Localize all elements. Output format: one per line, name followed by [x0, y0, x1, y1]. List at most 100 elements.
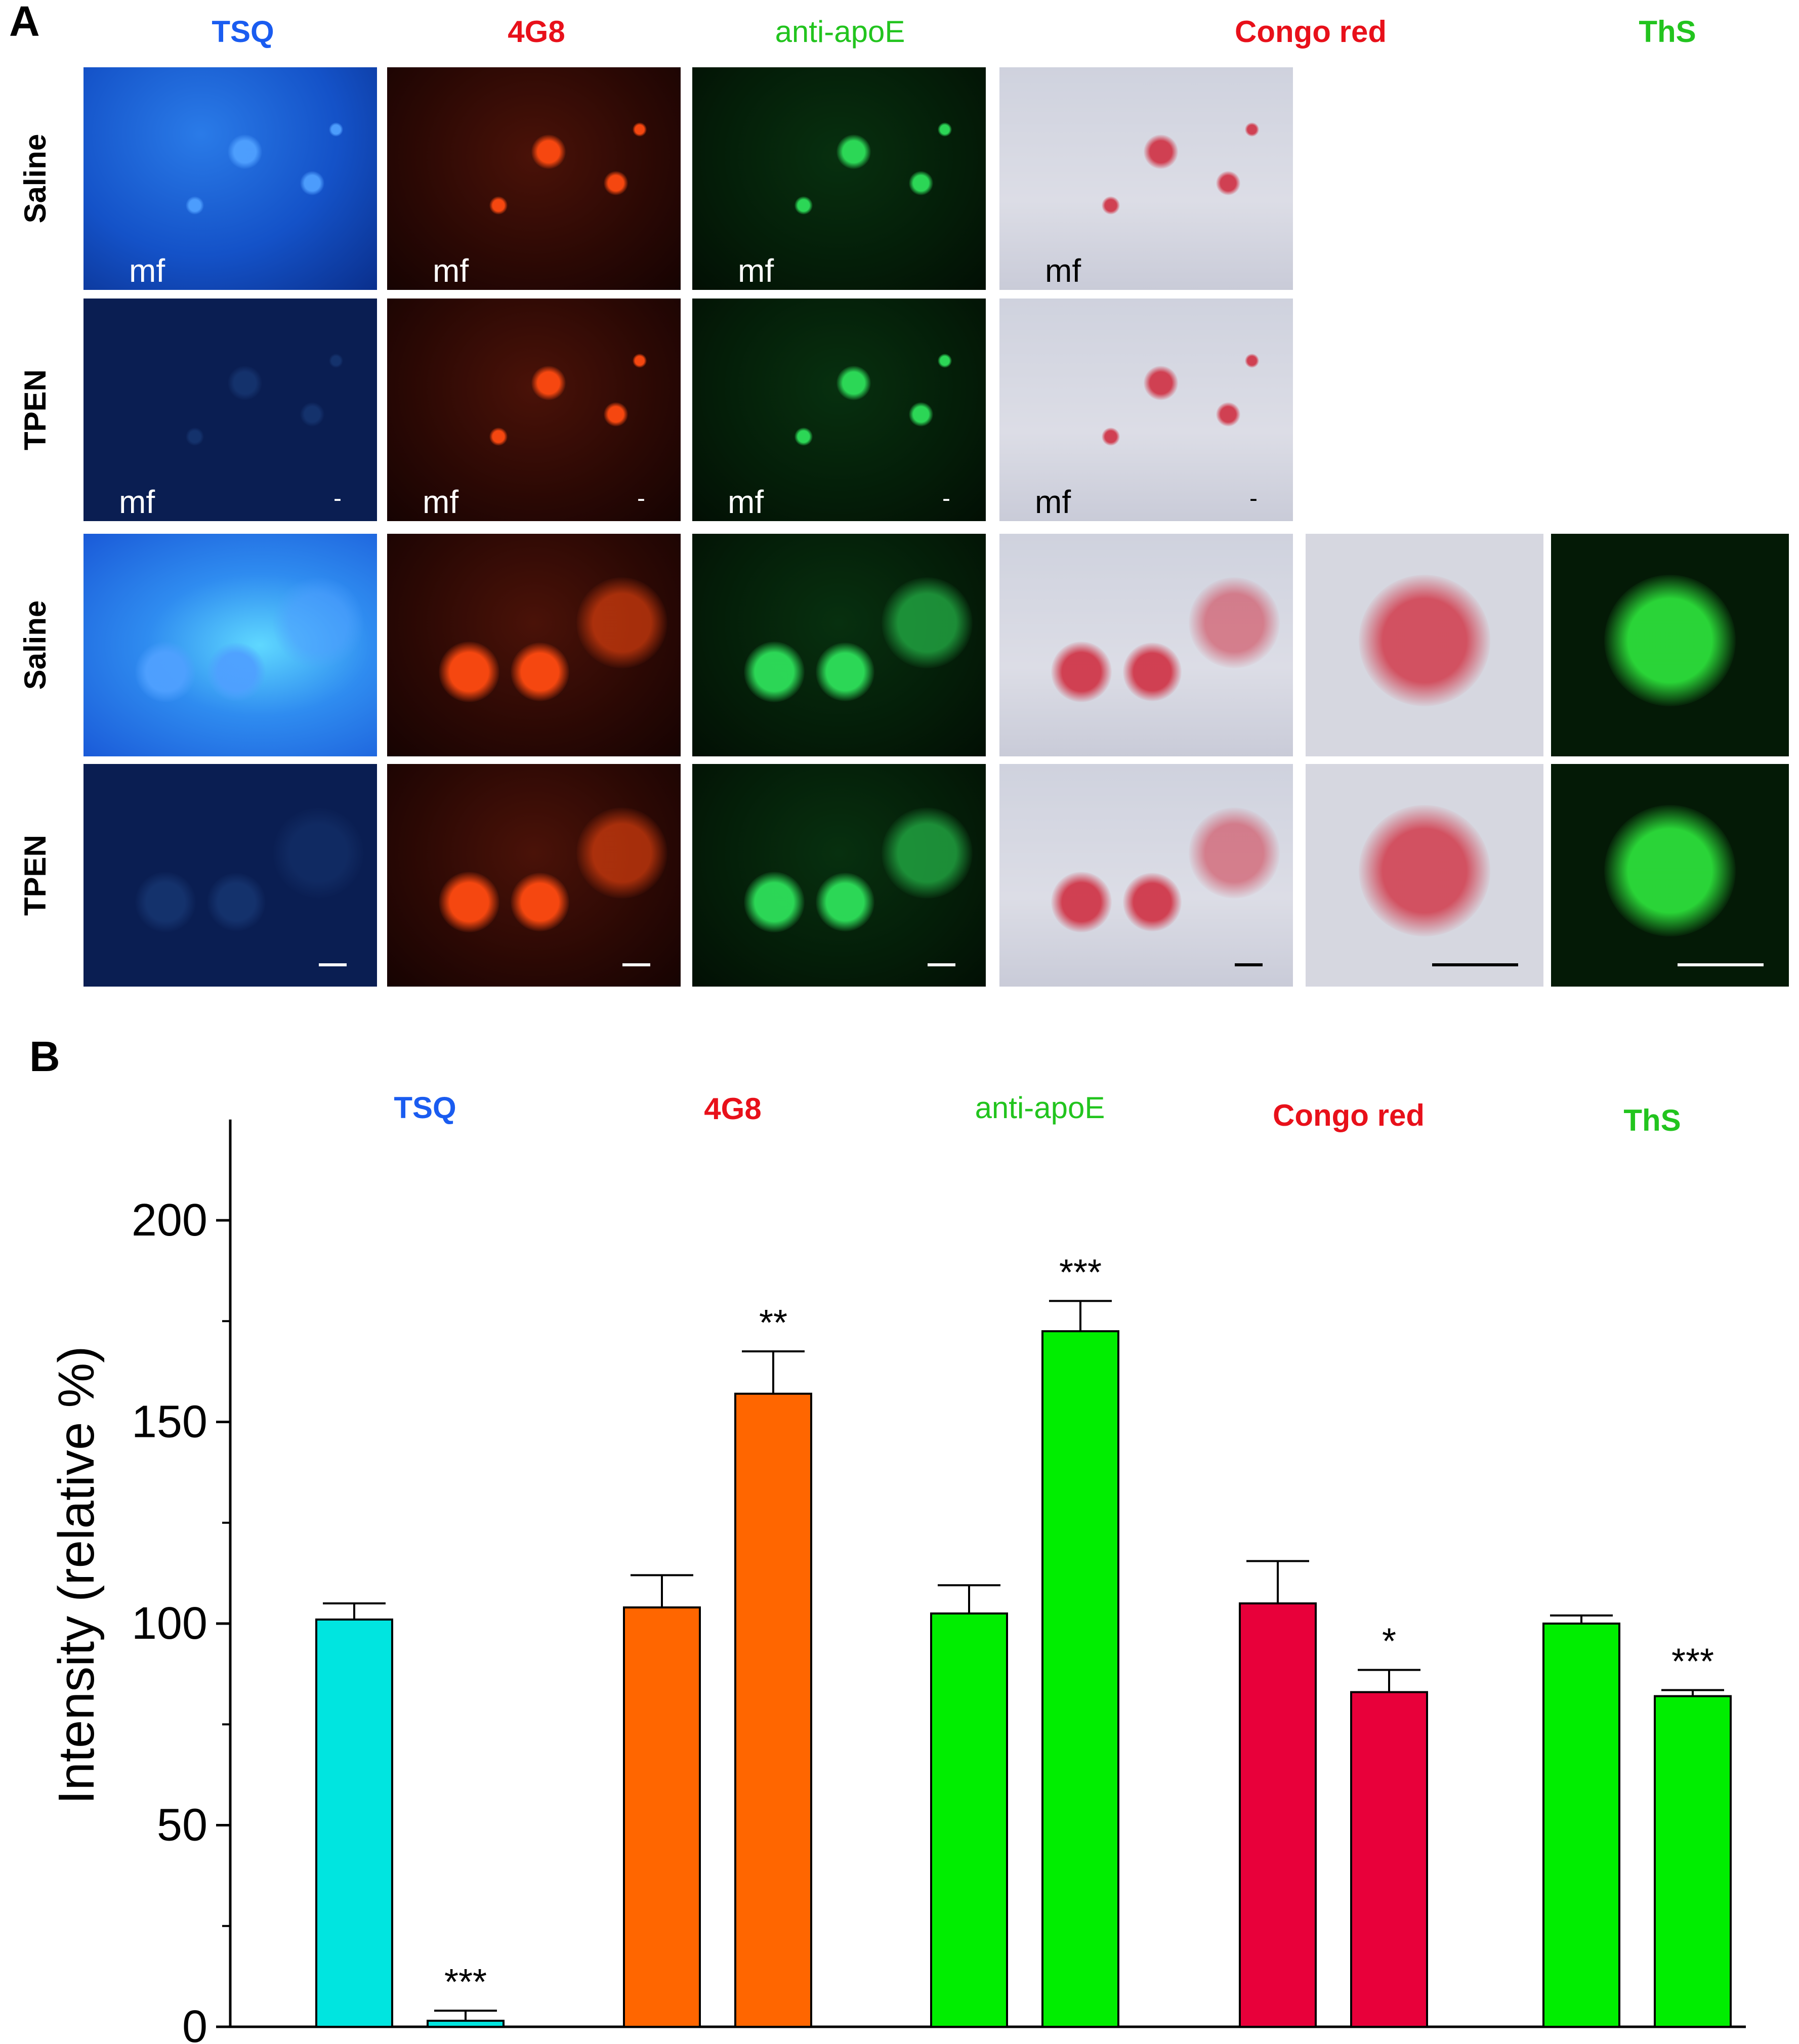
plaque-spot — [909, 171, 934, 195]
x-tick-label: Saline — [924, 2043, 1014, 2044]
column-header: anti-apoE — [775, 15, 905, 49]
plaque-spot — [1122, 872, 1182, 931]
scale-bar — [622, 963, 650, 966]
x-tick-label: TPEN — [730, 2043, 817, 2044]
scale-bar — [928, 963, 955, 966]
row-label: Saline — [18, 134, 52, 224]
plaque-spot — [135, 641, 196, 702]
plaque-spot — [1244, 354, 1259, 368]
row-label: TPEN — [18, 834, 52, 916]
plaque-spot — [815, 642, 874, 701]
plaque-spot — [186, 196, 204, 215]
plaque-spot — [439, 641, 500, 702]
plaque-spot — [328, 122, 343, 137]
micrograph — [83, 764, 377, 987]
plaque-spot — [744, 871, 805, 932]
bar — [1239, 1602, 1317, 2028]
plaque-spot — [937, 122, 952, 137]
bar — [734, 1392, 812, 2028]
plaque-spot — [1144, 135, 1178, 169]
y-tick-label: 200 — [132, 1195, 207, 1246]
scale-bar — [1678, 963, 1764, 966]
scale-bar — [1432, 963, 1518, 966]
micrograph: mf — [999, 67, 1293, 290]
x-tick-label: Saline — [1233, 2043, 1323, 2044]
plaque-spot — [300, 171, 325, 195]
micrograph — [1551, 764, 1789, 987]
plaque-spot — [604, 402, 629, 427]
plaque-spot — [1051, 641, 1112, 702]
row-label: Saline — [18, 600, 52, 690]
plaque-spot — [1102, 427, 1120, 446]
row-label: TPEN — [18, 369, 52, 451]
plaque-spot — [815, 872, 874, 931]
plaque-spot — [439, 871, 500, 932]
y-tick-label: 50 — [157, 1800, 207, 1851]
plaque-spot — [328, 354, 343, 368]
scale-bar — [1235, 963, 1263, 966]
plaque-spot — [228, 135, 262, 169]
plaque-spot — [1216, 402, 1241, 427]
x-tick-label: Saline — [617, 2043, 707, 2044]
y-tick-label: 150 — [132, 1397, 207, 1447]
plaque-spot — [273, 807, 364, 899]
micrograph: mf - — [692, 299, 986, 521]
micrograph — [692, 764, 986, 987]
small-mark: - — [1249, 485, 1258, 512]
region-label-mf: mf — [728, 484, 764, 520]
group-label: ThS — [1623, 1103, 1681, 1137]
y-tick-label: 100 — [132, 1598, 207, 1649]
panel-a-letter: A — [9, 0, 40, 45]
column-header: TSQ — [212, 15, 274, 49]
region-label-mf: mf — [423, 484, 459, 520]
micrograph — [1551, 534, 1789, 756]
bar — [623, 1606, 701, 2028]
micrograph — [83, 534, 377, 756]
plaque-spot — [228, 366, 262, 401]
plaque-spot — [510, 642, 569, 701]
bar — [1542, 1623, 1620, 2028]
micrograph: mf — [692, 67, 986, 290]
group-label: 4G8 — [704, 1092, 761, 1126]
micrograph: mf - — [83, 299, 377, 521]
region-label-mf: mf — [738, 252, 774, 289]
small-mark: - — [333, 485, 342, 512]
plaque-spot — [909, 402, 934, 427]
x-tick-label: TPEN — [1346, 2043, 1433, 2044]
region-label-mf: mf — [1035, 484, 1071, 520]
group-label: Congo red — [1273, 1098, 1425, 1132]
group-label: TSQ — [394, 1091, 456, 1125]
plaque-spot — [1359, 805, 1490, 937]
bar-chart: 0 50 100 150 200 Intensity (relative %) TSQ Sal… — [48, 1091, 1746, 2044]
column-header: Congo red — [1235, 15, 1387, 49]
plaque-spot — [489, 196, 508, 215]
plaque-spot — [1244, 122, 1259, 137]
column-header: ThS — [1639, 15, 1696, 49]
bar — [1654, 1695, 1732, 2028]
plaque-spot — [1604, 575, 1736, 707]
micrograph: mf — [387, 67, 681, 290]
micrograph — [999, 764, 1293, 987]
micrograph — [387, 764, 681, 987]
significance-label: *** — [1059, 1252, 1102, 1293]
x-tick-label: TPEN — [1650, 2043, 1736, 2044]
micrograph — [387, 534, 681, 756]
plaque-spot — [576, 807, 667, 899]
x-tick-label: Saline — [1536, 2043, 1626, 2044]
plaque-spot — [1122, 642, 1182, 701]
region-label-mf: mf — [433, 252, 469, 289]
micrograph — [692, 534, 986, 756]
bar — [315, 1619, 393, 2028]
plaque-spot — [1189, 577, 1280, 668]
region-label-mf: mf — [1045, 252, 1081, 289]
plaque-spot — [206, 872, 266, 931]
plaque-spot — [794, 427, 813, 446]
group-label: anti-apoE — [975, 1091, 1105, 1125]
plaque-spot — [1102, 196, 1120, 215]
x-tick-label: Saline — [309, 2043, 399, 2044]
plaque-spot — [489, 427, 508, 446]
significance-label: ** — [759, 1303, 787, 1343]
bar — [427, 2020, 505, 2028]
plaque-spot — [206, 642, 266, 701]
